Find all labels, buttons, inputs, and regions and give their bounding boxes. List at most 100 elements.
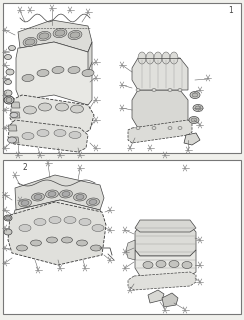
Ellipse shape — [178, 126, 182, 130]
Ellipse shape — [152, 89, 156, 92]
Polygon shape — [128, 272, 196, 290]
Ellipse shape — [68, 30, 82, 40]
Polygon shape — [11, 112, 20, 118]
Ellipse shape — [10, 113, 18, 117]
Polygon shape — [18, 20, 92, 52]
Ellipse shape — [4, 229, 12, 235]
Ellipse shape — [89, 199, 97, 204]
Ellipse shape — [190, 92, 200, 99]
Polygon shape — [88, 42, 92, 72]
Polygon shape — [12, 200, 104, 260]
Ellipse shape — [152, 126, 156, 130]
Bar — [3, 160, 241, 314]
Polygon shape — [10, 95, 94, 135]
Ellipse shape — [64, 217, 76, 223]
Ellipse shape — [156, 260, 166, 268]
Ellipse shape — [92, 225, 104, 231]
Ellipse shape — [136, 89, 140, 92]
Ellipse shape — [21, 201, 29, 205]
Ellipse shape — [79, 219, 91, 226]
Ellipse shape — [49, 217, 61, 223]
Polygon shape — [135, 250, 196, 276]
Ellipse shape — [4, 96, 14, 104]
Ellipse shape — [136, 126, 140, 130]
Text: 1: 1 — [228, 6, 233, 15]
Polygon shape — [11, 102, 20, 108]
Ellipse shape — [4, 90, 12, 96]
Ellipse shape — [55, 30, 65, 36]
Ellipse shape — [54, 130, 66, 137]
Ellipse shape — [178, 89, 182, 92]
Ellipse shape — [154, 52, 162, 64]
Polygon shape — [162, 293, 178, 307]
Polygon shape — [132, 58, 188, 90]
Polygon shape — [128, 120, 192, 143]
Ellipse shape — [193, 105, 203, 111]
Ellipse shape — [191, 118, 197, 122]
Ellipse shape — [60, 190, 72, 198]
Polygon shape — [135, 220, 196, 232]
Ellipse shape — [195, 106, 201, 110]
Ellipse shape — [34, 219, 46, 226]
Polygon shape — [15, 175, 104, 210]
Polygon shape — [148, 290, 164, 303]
Polygon shape — [126, 240, 135, 260]
Ellipse shape — [170, 52, 178, 64]
Ellipse shape — [69, 132, 81, 139]
Ellipse shape — [169, 260, 179, 268]
Ellipse shape — [82, 69, 94, 76]
Ellipse shape — [37, 31, 51, 41]
Ellipse shape — [19, 225, 31, 231]
Ellipse shape — [192, 93, 198, 97]
Polygon shape — [184, 133, 200, 145]
Ellipse shape — [87, 198, 100, 206]
Ellipse shape — [91, 245, 102, 251]
Ellipse shape — [47, 237, 58, 243]
Ellipse shape — [23, 37, 37, 47]
Polygon shape — [8, 125, 17, 131]
Ellipse shape — [25, 39, 35, 45]
Ellipse shape — [146, 52, 154, 64]
Ellipse shape — [168, 89, 172, 92]
Polygon shape — [10, 137, 19, 143]
Ellipse shape — [55, 103, 69, 111]
Ellipse shape — [168, 126, 172, 130]
Ellipse shape — [182, 261, 192, 268]
Ellipse shape — [17, 245, 28, 251]
Ellipse shape — [19, 199, 31, 207]
Ellipse shape — [4, 79, 11, 84]
Ellipse shape — [76, 195, 84, 199]
Polygon shape — [16, 42, 92, 105]
Ellipse shape — [68, 67, 80, 74]
Ellipse shape — [46, 190, 59, 198]
Ellipse shape — [9, 45, 16, 51]
Ellipse shape — [6, 98, 12, 102]
Bar — [3, 3, 241, 153]
Ellipse shape — [8, 137, 17, 143]
Ellipse shape — [48, 191, 56, 196]
Polygon shape — [8, 120, 88, 152]
Ellipse shape — [6, 69, 14, 75]
Ellipse shape — [73, 193, 86, 201]
Ellipse shape — [71, 105, 83, 113]
Ellipse shape — [23, 106, 37, 114]
Ellipse shape — [34, 195, 42, 199]
Polygon shape — [132, 90, 188, 128]
Polygon shape — [135, 225, 196, 256]
Ellipse shape — [6, 216, 10, 220]
Polygon shape — [8, 202, 106, 265]
Ellipse shape — [22, 75, 34, 82]
Ellipse shape — [70, 32, 80, 38]
Ellipse shape — [22, 132, 34, 140]
Ellipse shape — [162, 52, 170, 64]
Ellipse shape — [53, 28, 67, 37]
Ellipse shape — [4, 54, 11, 60]
Ellipse shape — [37, 130, 49, 137]
Ellipse shape — [62, 191, 70, 196]
Ellipse shape — [37, 69, 49, 76]
Ellipse shape — [39, 33, 49, 39]
Ellipse shape — [77, 240, 88, 246]
Text: 2: 2 — [22, 163, 27, 172]
Ellipse shape — [31, 193, 44, 201]
Ellipse shape — [30, 240, 41, 246]
